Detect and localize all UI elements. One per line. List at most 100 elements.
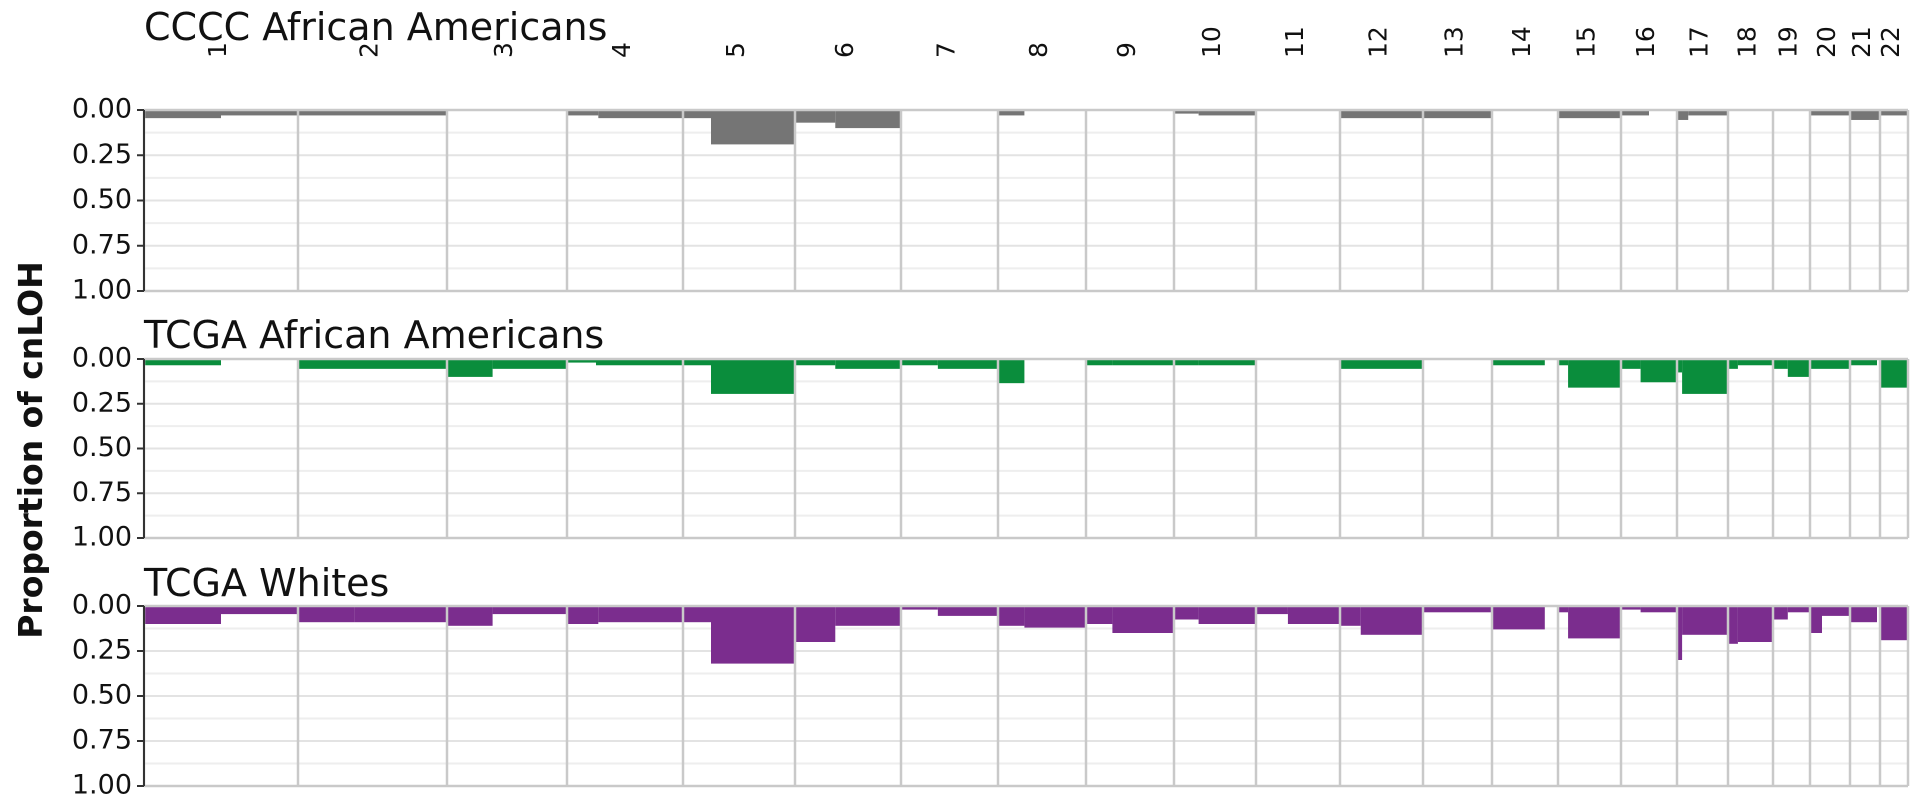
chromosome-label-13: 13: [1440, 26, 1469, 58]
cnloh-bar: [1728, 606, 1738, 644]
cnloh-bar: [1810, 110, 1850, 116]
y-tick-label: 1.00: [72, 770, 132, 801]
y-tick-label: 0.25: [72, 635, 132, 666]
chromosome-label-14: 14: [1507, 26, 1536, 58]
chromosome-label-19: 19: [1774, 26, 1803, 58]
cnloh-bar: [998, 110, 1025, 116]
cnloh-bar: [835, 110, 901, 129]
y-tick-label: 1.00: [72, 522, 132, 553]
cnloh-bar: [1423, 606, 1492, 613]
cnloh-bar: [298, 606, 355, 623]
cnloh-bar: [447, 606, 493, 626]
panel-title: CCCC African Americans: [144, 5, 607, 49]
cnloh-bar: [1621, 110, 1649, 116]
cnloh-bar: [711, 359, 795, 394]
panel-1: CCCC African Americans 0.00 0.25 0.50 0.75 1.…: [72, 5, 1910, 306]
cnloh-bar: [567, 110, 599, 116]
chromosome-label-4: 4: [607, 42, 636, 58]
cnloh-bar: [1360, 606, 1423, 635]
chromosome-label-1: 1: [203, 42, 232, 58]
cnloh-bar: [598, 606, 683, 623]
chromosome-label-2: 2: [355, 42, 384, 58]
y-tick-label: 1.00: [72, 275, 132, 306]
cnloh-bar: [683, 110, 711, 119]
cnloh-bar: [937, 606, 998, 616]
y-tick-label: 0.50: [72, 680, 132, 711]
cnloh-bar: [447, 359, 493, 377]
chromosome-label-7: 7: [932, 42, 961, 58]
cnloh-bar: [1621, 359, 1641, 369]
cnloh-bar: [1682, 606, 1728, 635]
cnloh-bar: [937, 359, 998, 369]
cnloh-bar: [1568, 359, 1621, 388]
cnloh-bar: [1492, 359, 1545, 366]
cnloh-bar: [1850, 110, 1880, 120]
cnloh-bar: [1773, 606, 1788, 620]
y-tick-label: 0.75: [72, 477, 132, 508]
cnloh-bar: [1174, 359, 1199, 366]
cnloh-bar: [1086, 359, 1113, 366]
cnloh-bar: [298, 359, 447, 369]
cnloh-bar: [835, 359, 901, 369]
cnloh-bar: [795, 110, 836, 123]
cnloh-bar: [1640, 606, 1677, 613]
cnloh-bar: [795, 359, 836, 366]
cnloh-bar: [1558, 606, 1569, 613]
cnloh-bar: [567, 606, 599, 624]
cnloh-bar: [1340, 359, 1423, 369]
cnloh-bar: [1024, 606, 1086, 628]
cnloh-bar: [1682, 359, 1728, 394]
y-tick-label: 0.00: [72, 94, 132, 125]
panel-3: TCGA Whites 0.00 0.25 0.50 0.75 1.00: [72, 561, 1910, 801]
cnloh-bar: [1737, 359, 1773, 366]
cnloh-bar: [711, 110, 795, 145]
panel-title: TCGA African Americans: [143, 313, 604, 357]
cnloh-bar: [1558, 359, 1569, 366]
cnloh-bar: [1773, 359, 1788, 369]
cnloh-bar: [1737, 606, 1773, 642]
y-tick-label: 0.00: [72, 590, 132, 621]
cnloh-bar: [1558, 110, 1621, 119]
cnloh-bar: [598, 110, 683, 119]
cnloh-bar: [144, 606, 221, 624]
cnloh-bar: [1198, 606, 1256, 624]
y-tick-label: 0.25: [72, 139, 132, 170]
chromosome-label-21: 21: [1847, 26, 1876, 58]
cnloh-bar: [1112, 606, 1174, 633]
chromosome-label-9: 9: [1112, 42, 1141, 58]
cnloh-bar: [1880, 606, 1908, 641]
y-tick-label: 0.75: [72, 229, 132, 260]
cnloh-bar: [1850, 606, 1877, 623]
cnloh-bar: [144, 359, 221, 366]
chromosome-label-5: 5: [721, 42, 750, 58]
chromosome-label-3: 3: [489, 42, 518, 58]
cnloh-bar: [221, 606, 298, 615]
y-axis-title: Proportion of cnLOH: [11, 261, 50, 639]
cnloh-bar: [1086, 606, 1113, 624]
cnloh-bar: [998, 359, 1025, 384]
cnloh-bar: [1787, 606, 1810, 613]
cnloh-bar: [1112, 359, 1174, 366]
cnloh-bar: [1822, 606, 1850, 616]
cnloh-bar: [1287, 606, 1340, 624]
chromosome-labels: 1 2 3 4 5 6 7 8 9 10 11 12 13 14 15 16 17 18 19 20 21 22: [203, 26, 1905, 58]
y-tick-label: 0.00: [72, 343, 132, 374]
chromosome-label-6: 6: [830, 42, 859, 58]
cnloh-bar: [683, 359, 711, 366]
chromosome-label-18: 18: [1733, 26, 1762, 58]
cnloh-bar: [901, 606, 938, 610]
chromosome-label-8: 8: [1024, 42, 1053, 58]
cnloh-bar: [1880, 359, 1908, 388]
cnloh-bar: [1174, 606, 1199, 620]
cnloh-bar: [1787, 359, 1810, 377]
chromosome-label-17: 17: [1685, 26, 1714, 58]
cnloh-bar: [1568, 606, 1621, 639]
cnloh-bar: [1340, 606, 1361, 626]
chromosome-label-15: 15: [1572, 26, 1601, 58]
panel-title: TCGA Whites: [143, 561, 389, 605]
cnloh-bar: [596, 359, 683, 366]
cnloh-bar: [711, 606, 795, 664]
cnloh-bar: [1256, 606, 1288, 615]
cnloh-bar: [998, 606, 1025, 626]
chromosome-label-20: 20: [1812, 26, 1841, 58]
